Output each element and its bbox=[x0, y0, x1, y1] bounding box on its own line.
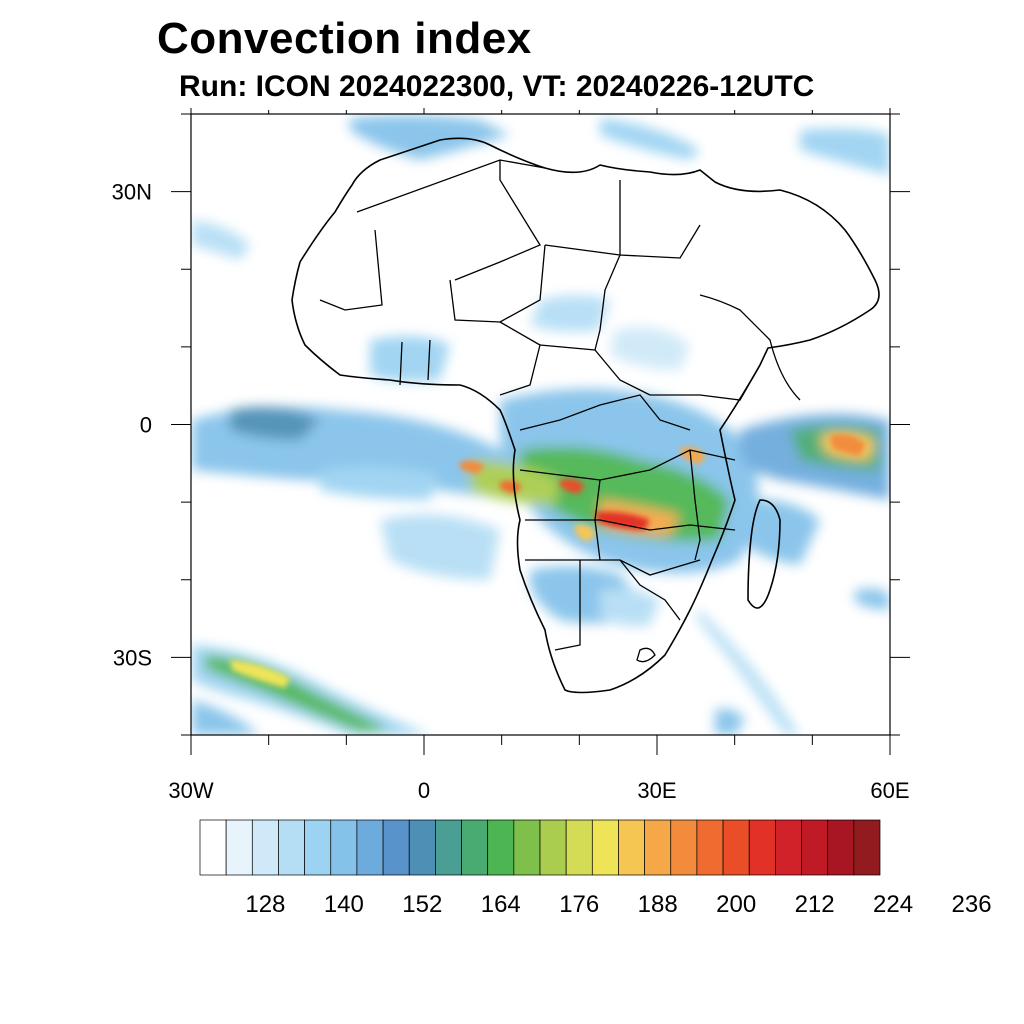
colorbar-swatch bbox=[827, 819, 855, 876]
colorbar-swatch bbox=[199, 819, 227, 876]
colorbar-swatch bbox=[748, 819, 776, 876]
colorbar-label: 176 bbox=[559, 891, 599, 918]
x-tick-label: 30E bbox=[637, 778, 676, 803]
chart-title: Convection index bbox=[157, 14, 532, 63]
colorbar bbox=[199, 819, 881, 876]
colorbar-label: 212 bbox=[795, 891, 835, 918]
colorbar-label: 236 bbox=[952, 891, 992, 918]
x-tick-label: 0 bbox=[418, 778, 430, 803]
colorbar-label: 188 bbox=[638, 891, 678, 918]
colorbar-labels: 128 140 152 164 176 188 200 212 224 236 bbox=[245, 891, 991, 918]
colorbar-swatch bbox=[382, 819, 410, 876]
convection-field bbox=[192, 115, 890, 735]
coastlines bbox=[291, 137, 880, 694]
colorbar-swatch bbox=[251, 819, 279, 876]
colorbar-swatch bbox=[356, 819, 384, 876]
colorbar-swatch bbox=[539, 819, 567, 876]
country-borders bbox=[319, 159, 801, 663]
colorbar-swatch bbox=[278, 819, 305, 876]
chart-subtitle: Run: ICON 2024022300, VT: 20240226-12UTC bbox=[179, 70, 815, 103]
colorbar-swatch bbox=[644, 819, 672, 876]
colorbar-swatch bbox=[513, 819, 541, 876]
colorbar-swatch bbox=[775, 819, 802, 876]
colorbar-swatch bbox=[487, 819, 515, 876]
colorbar-swatch bbox=[565, 819, 593, 876]
colorbar-swatch bbox=[330, 819, 358, 876]
colorbar-label: 128 bbox=[245, 891, 285, 918]
colorbar-swatch bbox=[591, 819, 619, 876]
colorbar-swatch bbox=[722, 819, 750, 876]
y-tick-label: 30N bbox=[112, 180, 152, 205]
colorbar-swatch bbox=[670, 819, 698, 876]
x-tick-label: 30W bbox=[168, 778, 213, 803]
colorbar-swatch bbox=[435, 819, 462, 876]
colorbar-swatch bbox=[801, 819, 829, 876]
x-tick-label: 60E bbox=[870, 778, 909, 803]
colorbar-swatch bbox=[696, 819, 724, 876]
axis-labels: 30W 0 30E 60E 30N 0 30S bbox=[112, 180, 910, 803]
colorbar-label: 200 bbox=[716, 891, 756, 918]
axis-ticks bbox=[171, 108, 910, 755]
colorbar-swatch bbox=[408, 819, 436, 876]
colorbar-swatch bbox=[225, 819, 253, 876]
colorbar-swatch bbox=[461, 819, 489, 876]
colorbar-label: 140 bbox=[324, 891, 364, 918]
colorbar-swatch bbox=[853, 819, 881, 876]
colorbar-label: 224 bbox=[873, 891, 913, 918]
y-tick-label: 0 bbox=[140, 413, 152, 438]
colorbar-swatch bbox=[618, 819, 645, 876]
y-tick-label: 30S bbox=[113, 645, 152, 670]
colorbar-swatch bbox=[304, 819, 332, 876]
colorbar-label: 164 bbox=[481, 891, 521, 918]
colorbar-label: 152 bbox=[402, 891, 442, 918]
